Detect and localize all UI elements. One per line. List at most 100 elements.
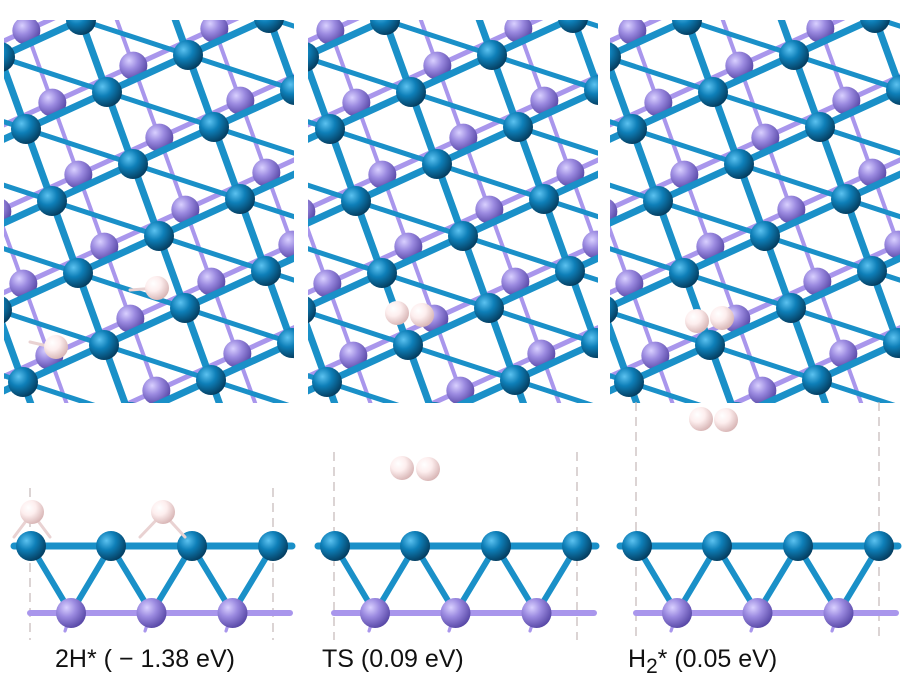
nonmetal-atom xyxy=(360,598,390,628)
nonmetal-bond xyxy=(655,63,742,106)
nonmetal-bond xyxy=(4,172,81,212)
nonmetal-bond xyxy=(298,428,379,465)
metal-bond xyxy=(869,268,900,283)
metal-atom xyxy=(280,75,294,105)
metal-bond xyxy=(308,119,333,132)
metal-atom xyxy=(622,531,652,561)
metal-bond xyxy=(104,89,217,130)
nonmetal-bond xyxy=(762,98,849,141)
nonmetal-atom xyxy=(556,158,585,187)
metal-bond xyxy=(683,20,691,24)
metal-atom xyxy=(584,75,598,105)
metal-bond xyxy=(266,20,274,22)
metal-bond xyxy=(246,419,353,454)
metal-bond xyxy=(77,20,90,24)
metal-atom xyxy=(341,186,371,216)
metal-bond xyxy=(710,89,823,130)
metal-bond xyxy=(291,86,294,94)
metal-bond xyxy=(272,491,379,526)
metal-atom xyxy=(92,77,122,107)
nonmetal-bond xyxy=(788,170,875,213)
nonmetal-bond xyxy=(493,430,519,502)
nonmetal-bond xyxy=(127,279,214,322)
nonmetal-bond xyxy=(272,393,298,465)
metal-bond xyxy=(266,20,272,22)
nonmetal-bond xyxy=(208,242,294,285)
metal-atom xyxy=(225,184,255,214)
metal-atom xyxy=(617,114,647,144)
nonmetal-bond xyxy=(574,393,600,465)
metal-atom xyxy=(4,296,12,324)
metal-atom xyxy=(802,365,832,395)
nonmetal-atom xyxy=(136,598,167,628)
metal-bond xyxy=(489,52,598,93)
metal-atom xyxy=(199,112,229,142)
nonmetal-bond xyxy=(153,351,240,394)
metal-bond xyxy=(843,452,911,487)
metal-bond xyxy=(574,454,655,491)
nonmetal-bond xyxy=(379,135,466,178)
metal-bond xyxy=(791,52,900,93)
hydrogen-atom xyxy=(710,306,734,330)
metal-bond xyxy=(431,0,457,16)
caption-h2-subscript: 2 xyxy=(646,655,658,678)
metal-bond xyxy=(610,246,687,276)
nonmetal-bond xyxy=(869,157,900,176)
metal-bond xyxy=(457,0,538,16)
metal-bond xyxy=(761,0,842,16)
metal-bond xyxy=(434,417,541,452)
metal-atom xyxy=(805,112,835,142)
metal-bond xyxy=(736,161,849,202)
nonmetal-atom xyxy=(145,123,174,152)
nonmetal-atom xyxy=(748,376,777,403)
nonmetal-atom xyxy=(171,195,200,224)
metal-bond xyxy=(392,0,499,22)
metal-bond xyxy=(382,20,495,58)
nonmetal-bond xyxy=(901,0,911,64)
metal-atom xyxy=(124,402,136,403)
side-view-panel-0 xyxy=(10,488,296,640)
metal-atom xyxy=(529,184,559,214)
nonmetal-bond xyxy=(519,502,545,574)
metal-bond xyxy=(0,0,9,24)
metal-bond xyxy=(237,196,294,220)
metal-bond xyxy=(817,124,900,156)
nonmetal-bond xyxy=(610,100,661,128)
metal-bond xyxy=(843,196,900,220)
nonmetal-atom xyxy=(368,160,397,189)
metal-atom xyxy=(750,221,780,251)
metal-bond xyxy=(156,233,269,274)
metal-atom xyxy=(11,114,41,144)
nonmetal-atom xyxy=(339,341,368,370)
metal-atom xyxy=(308,296,316,324)
nonmetal-bond xyxy=(538,325,598,357)
nonmetal-bond xyxy=(493,393,574,430)
metal-bond xyxy=(405,342,518,383)
nonmetal-atom xyxy=(56,598,86,628)
metal-atom xyxy=(783,531,813,561)
metal-bond xyxy=(185,52,294,93)
metal-atom xyxy=(669,258,699,288)
metal-atom xyxy=(312,367,342,397)
metal-bond xyxy=(246,419,272,491)
metal-bond xyxy=(873,20,900,29)
nonmetal-atom xyxy=(777,195,806,224)
nonmetal-atom xyxy=(803,267,832,296)
metal-bond xyxy=(493,491,574,528)
nonmetal-atom xyxy=(615,269,644,298)
nonmetal-atom xyxy=(641,341,670,370)
nonmetal-bond xyxy=(308,281,330,296)
hydrogen-atom xyxy=(390,456,414,480)
metal-bond xyxy=(381,20,394,24)
metal-bond xyxy=(872,20,880,22)
metal-bond xyxy=(308,246,385,276)
metal-bond xyxy=(0,454,49,491)
nonmetal-bond xyxy=(729,388,765,403)
metal-bond xyxy=(473,0,499,22)
metal-atom xyxy=(422,149,452,179)
nonmetal-atom xyxy=(116,304,145,333)
metal-bond xyxy=(4,246,81,276)
nonmetal-bond xyxy=(736,26,823,69)
metal-atom xyxy=(370,20,400,35)
metal-bond xyxy=(165,456,272,491)
